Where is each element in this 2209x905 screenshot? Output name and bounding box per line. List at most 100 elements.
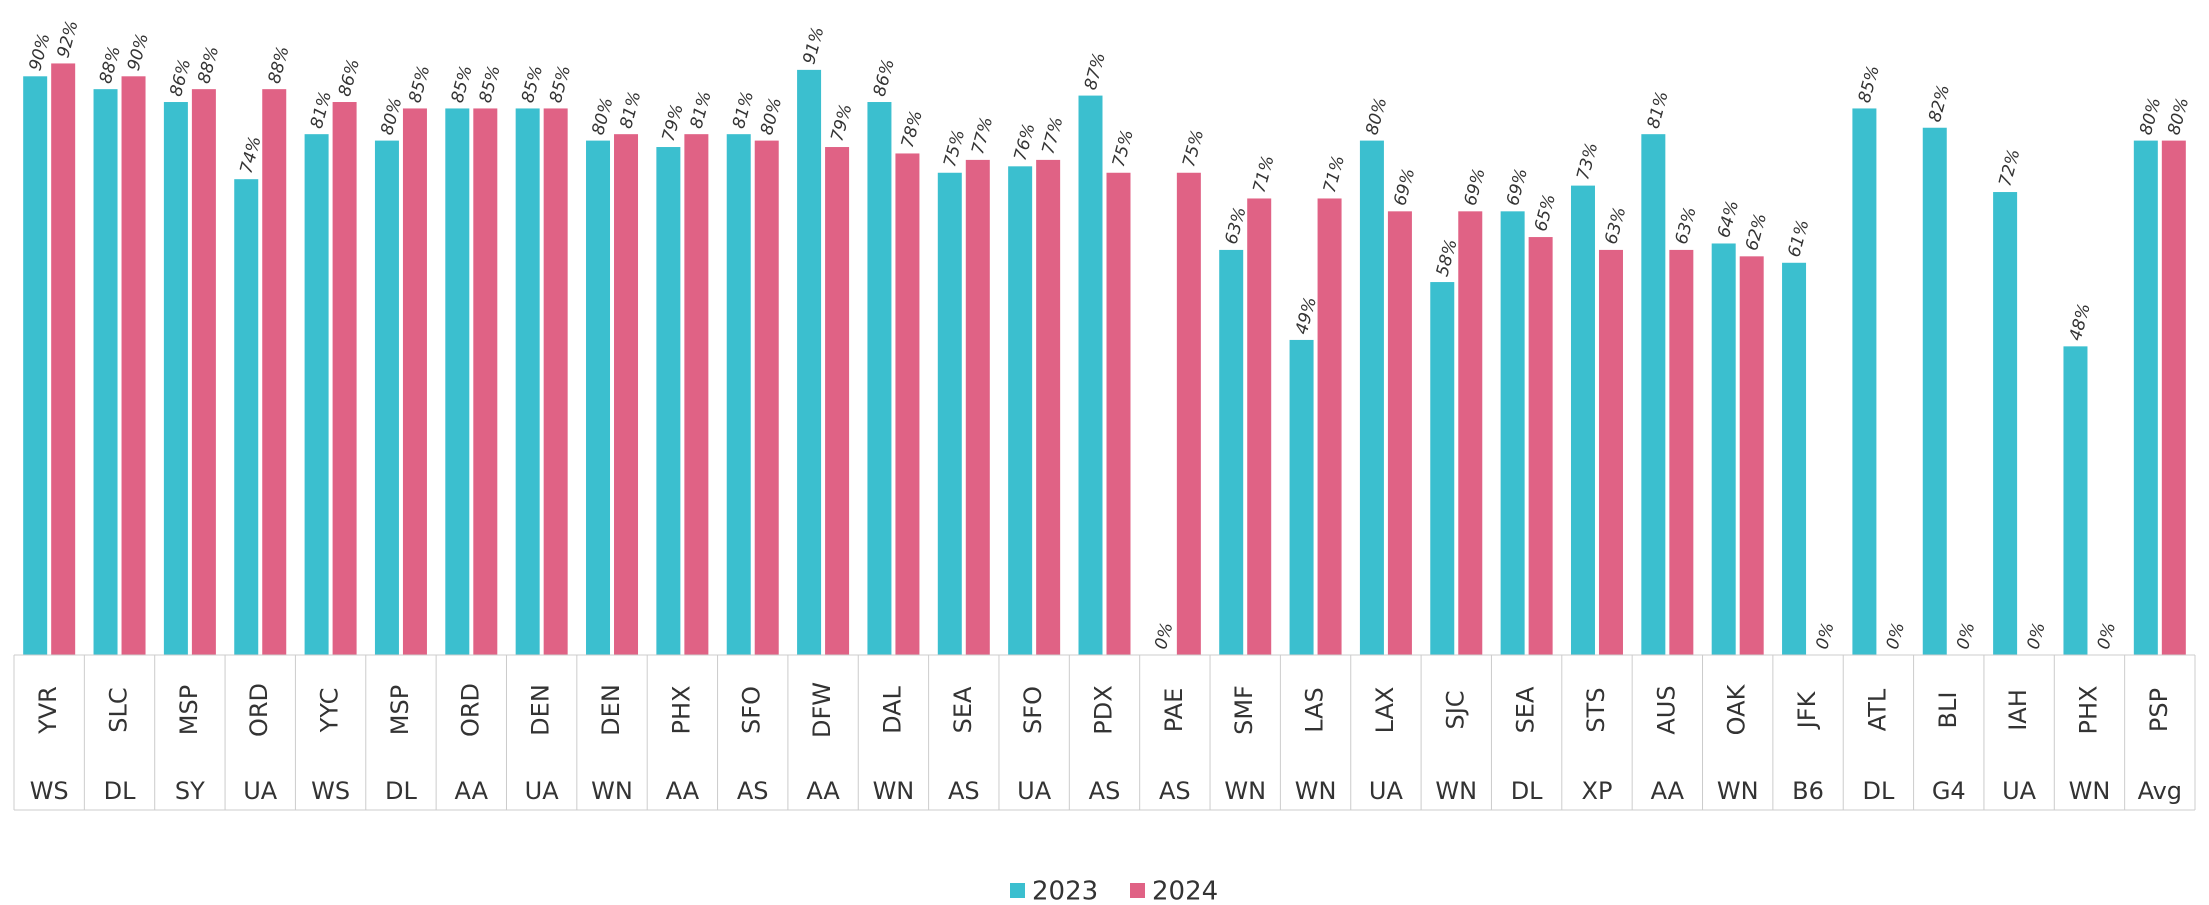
bar [1430, 282, 1455, 655]
value-label: 85% [1855, 63, 1884, 105]
bar [1106, 172, 1131, 655]
value-label: 82% [1925, 83, 1954, 125]
value-label: 79% [827, 102, 856, 144]
bar [1176, 172, 1201, 655]
x-group-label: DL [385, 777, 417, 805]
bar [515, 108, 540, 655]
bar [937, 172, 962, 655]
x-tick-label: ORD [245, 683, 273, 737]
bar [1598, 249, 1623, 655]
bar [1641, 134, 1666, 656]
x-group-label: AS [737, 777, 769, 805]
x-group-label: G4 [1932, 777, 1966, 805]
value-label: 63% [1672, 205, 1701, 247]
bar [121, 76, 146, 656]
x-group-label: AA [666, 777, 700, 805]
bar [1359, 140, 1384, 656]
value-label: 86% [870, 57, 899, 99]
x-group-label: AA [806, 777, 840, 805]
value-label: 74% [237, 134, 266, 176]
x-group-label: WN [1295, 777, 1337, 805]
value-label: 65% [1531, 192, 1560, 234]
x-group-label: WN [1435, 777, 1477, 805]
bar [1782, 262, 1807, 655]
x-tick-label: SLC [105, 687, 133, 732]
bar [93, 89, 118, 655]
x-tick-label: YVR [34, 686, 62, 735]
x-tick-label: ATL [1863, 688, 1891, 731]
bar [614, 134, 639, 656]
value-label: 90% [124, 31, 153, 73]
bar [825, 147, 850, 655]
value-label: 92% [54, 18, 83, 60]
bar [1008, 166, 1033, 655]
value-label: 73% [1573, 141, 1602, 183]
x-group-label: WN [1717, 777, 1759, 805]
value-label: 80% [757, 96, 786, 138]
value-label: 63% [1222, 205, 1251, 247]
bar [543, 108, 568, 655]
x-tick-label: PSP [2145, 688, 2173, 732]
bar [191, 89, 216, 655]
x-tick-label: IAH [2004, 689, 2032, 731]
x-tick-label: SFO [1019, 686, 1047, 734]
legend-swatch [1130, 883, 1145, 898]
bar [1078, 95, 1103, 656]
value-label: 91% [799, 25, 828, 67]
x-group-label: SY [175, 777, 205, 805]
value-label: 80% [588, 96, 617, 138]
value-label: 71% [1320, 153, 1349, 195]
x-tick-label: SJC [1441, 690, 1469, 729]
value-label: 85% [518, 63, 547, 105]
bar [163, 102, 188, 655]
bar [402, 108, 427, 655]
legend-label: 2024 [1152, 877, 1218, 905]
value-label: 71% [1250, 153, 1279, 195]
x-group-label: UA [525, 777, 560, 805]
value-label: 88% [265, 44, 294, 86]
bar [445, 108, 470, 655]
x-tick-label: LAS [1301, 687, 1329, 733]
value-label: 0% [1812, 620, 1838, 651]
value-label: 61% [1784, 218, 1813, 260]
value-label: 77% [1038, 115, 1067, 157]
value-label: 72% [1995, 147, 2024, 189]
x-group-label: WS [30, 777, 69, 805]
value-label: 69% [1503, 166, 1532, 208]
bar [1317, 198, 1342, 655]
x-group-label: WN [1224, 777, 1266, 805]
bar [1570, 185, 1595, 656]
x-tick-label: OAK [1723, 683, 1751, 735]
bar [1852, 108, 1877, 655]
bar [1711, 243, 1736, 656]
bar [332, 102, 357, 655]
value-label: 49% [1292, 295, 1321, 337]
bar [867, 102, 892, 655]
x-group-label: DL [1862, 777, 1894, 805]
value-label: 88% [96, 44, 125, 86]
value-label: 81% [616, 89, 645, 131]
x-tick-label: SEA [1512, 686, 1540, 733]
value-label: 0% [1151, 620, 1177, 651]
bar [2133, 140, 2158, 656]
value-label: 86% [335, 57, 364, 99]
value-label: 78% [898, 108, 927, 150]
bar [1739, 256, 1764, 655]
bar [586, 140, 611, 656]
value-label: 62% [1742, 211, 1771, 253]
x-tick-label: SMF [1230, 685, 1258, 735]
value-label: 81% [307, 89, 336, 131]
bar [473, 108, 498, 655]
x-group-label: UA [243, 777, 278, 805]
x-tick-label: STS [1582, 687, 1610, 732]
value-label: 85% [448, 63, 477, 105]
bar [1387, 211, 1412, 655]
value-label: 75% [940, 128, 969, 170]
bar [2063, 346, 2088, 655]
value-label: 63% [1601, 205, 1630, 247]
bar [684, 134, 709, 656]
value-label: 48% [2066, 301, 2095, 343]
value-label: 87% [1081, 50, 1110, 92]
bar [262, 89, 287, 655]
bar [1922, 127, 1947, 656]
